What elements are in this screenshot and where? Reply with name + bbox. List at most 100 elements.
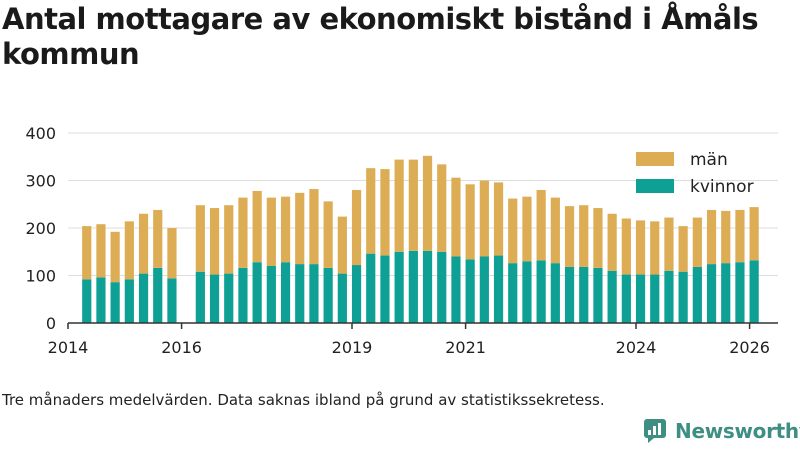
bar-man xyxy=(749,207,759,261)
bar-man xyxy=(380,169,390,256)
bar-man xyxy=(422,155,433,251)
bar-kvinnor xyxy=(692,266,702,323)
bar-man xyxy=(195,205,205,272)
bar-kvinnor xyxy=(238,267,248,323)
bar-kvinnor xyxy=(408,250,418,323)
bar-kvinnor xyxy=(266,266,276,323)
bar-kvinnor xyxy=(195,271,205,323)
bar-kvinnor xyxy=(394,251,404,323)
bar-kvinnor xyxy=(721,263,731,323)
bar-kvinnor xyxy=(621,274,631,323)
x-tick-label: 2021 xyxy=(445,338,486,357)
bar-man xyxy=(337,216,347,274)
bar-man xyxy=(493,182,504,256)
bar-kvinnor xyxy=(252,262,262,323)
bar-kvinnor xyxy=(664,270,674,323)
bar-kvinnor xyxy=(550,263,560,323)
bar-kvinnor xyxy=(110,282,120,323)
bar-kvinnor xyxy=(138,273,149,323)
brand-logo[interactable]: Newsworthy xyxy=(643,418,800,444)
x-axis: 2014 2016 2019 2021 2024 2026 xyxy=(48,322,778,357)
bar-kvinnor xyxy=(493,255,504,323)
bar-man xyxy=(351,190,362,266)
bar-man xyxy=(650,221,660,275)
bar-kvinnor xyxy=(309,264,319,323)
bar-man xyxy=(678,226,688,272)
bar-man xyxy=(224,205,234,274)
bar-kvinnor xyxy=(593,267,603,323)
bar-man xyxy=(451,177,461,257)
bar-man xyxy=(238,197,248,268)
x-tick-label: 2024 xyxy=(616,338,657,357)
bar-man xyxy=(621,218,631,275)
y-tick-label: 0 xyxy=(46,314,56,333)
bars xyxy=(82,155,759,323)
bar-man xyxy=(564,206,575,267)
bar-kvinnor xyxy=(124,279,134,323)
legend-man-label: män xyxy=(690,150,728,170)
bar-kvinnor xyxy=(323,267,333,323)
legend-kvinnor-swatch xyxy=(636,179,674,193)
bar-kvinnor xyxy=(579,266,589,323)
bar-kvinnor xyxy=(465,259,475,323)
bar-man xyxy=(280,196,291,263)
y-tick-label: 400 xyxy=(25,124,56,143)
bar-man xyxy=(252,190,262,263)
footnote: Tre månaders medelvärden. Data saknas ib… xyxy=(2,391,605,409)
bar-kvinnor xyxy=(167,278,177,323)
bar-kvinnor xyxy=(735,262,745,323)
bar-kvinnor xyxy=(153,267,163,323)
bar-man xyxy=(550,197,560,264)
bar-kvinnor xyxy=(280,262,291,323)
bar-kvinnor xyxy=(366,253,376,323)
brand-name: Newsworthy xyxy=(675,419,800,443)
legend: män kvinnor xyxy=(636,150,754,197)
bar-man xyxy=(579,205,589,267)
bar-kvinnor xyxy=(380,255,390,323)
bar-man xyxy=(635,220,646,275)
bar-man xyxy=(266,197,276,266)
x-tick-label: 2026 xyxy=(729,338,770,357)
bar-kvinnor xyxy=(96,277,106,323)
bar-man xyxy=(721,210,731,264)
bar-kvinnor xyxy=(749,260,759,323)
bar-man xyxy=(706,209,717,265)
bar-man xyxy=(735,209,745,263)
bar-man xyxy=(96,224,106,278)
bar-man xyxy=(465,184,475,260)
x-tick-label: 2016 xyxy=(161,338,202,357)
bar-man xyxy=(437,164,447,252)
bar-man xyxy=(479,180,489,257)
bar-kvinnor xyxy=(337,273,347,323)
bar-kvinnor xyxy=(522,261,532,323)
bar-kvinnor xyxy=(536,260,546,323)
bar-kvinnor xyxy=(706,264,717,323)
bar-kvinnor xyxy=(607,270,617,323)
bar-kvinnor xyxy=(678,271,688,323)
bar-kvinnor xyxy=(295,264,305,323)
bar-kvinnor xyxy=(479,256,489,323)
y-tick-label: 300 xyxy=(25,172,56,191)
bar-man xyxy=(664,217,674,271)
y-tick-label: 200 xyxy=(25,219,56,238)
bar-man xyxy=(607,213,617,271)
y-tick-label: 100 xyxy=(25,267,56,286)
bar-kvinnor xyxy=(209,274,220,323)
bar-man xyxy=(394,159,404,252)
bar-kvinnor xyxy=(351,265,362,323)
chart-title: Antal mottagare av ekonomiskt bistånd i … xyxy=(2,2,759,71)
bar-man xyxy=(366,168,376,254)
bar-man xyxy=(536,190,546,261)
bar-kvinnor xyxy=(635,274,646,323)
bar-kvinnor xyxy=(224,273,234,323)
bar-man xyxy=(110,231,120,283)
bar-man xyxy=(692,217,702,267)
newsworthy-logo-icon xyxy=(644,419,666,443)
bar-kvinnor xyxy=(82,279,92,323)
bar-man xyxy=(295,192,305,265)
x-tick-label: 2019 xyxy=(332,338,373,357)
bar-man xyxy=(323,201,333,268)
y-axis-labels: 0 100 200 300 400 xyxy=(25,124,56,333)
bar-man xyxy=(508,198,518,264)
